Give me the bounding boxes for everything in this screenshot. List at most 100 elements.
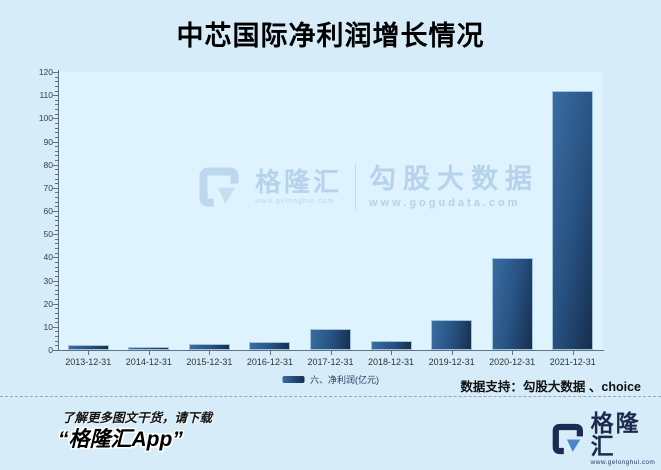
y-axis-minor-tick — [55, 331, 58, 333]
legend-label: 六、净利润(亿元) — [310, 375, 379, 385]
y-axis-minor-tick — [55, 229, 58, 231]
y-axis-minor-tick — [55, 266, 58, 268]
y-axis-major-tick — [53, 164, 58, 166]
y-axis-minor-tick — [55, 299, 58, 301]
y-axis — [58, 70, 59, 351]
y-axis-minor-tick — [55, 275, 58, 277]
y-axis-label: 80 — [43, 159, 53, 170]
y-axis-minor-tick — [55, 150, 58, 152]
y-axis-major-tick — [53, 211, 58, 212]
x-axis-label: 2015-12-31 — [186, 357, 233, 367]
y-axis-label: 100 — [38, 113, 53, 124]
x-axis-tick — [330, 351, 332, 355]
y-axis-minor-tick — [55, 155, 58, 157]
x-axis-tick — [269, 351, 271, 355]
y-axis-minor-tick — [55, 224, 58, 226]
y-axis-label: 50 — [43, 229, 53, 240]
y-axis-label: 70 — [43, 182, 53, 193]
y-axis-minor-tick — [55, 90, 58, 92]
y-axis-minor-tick — [55, 308, 58, 310]
y-axis-minor-tick — [55, 252, 58, 254]
x-axis-tick — [572, 351, 574, 355]
y-axis-major-tick — [53, 257, 58, 259]
y-axis-minor-tick — [55, 169, 58, 171]
y-axis-label: 30 — [43, 275, 53, 286]
logo-brand-text: 格隆汇 — [590, 410, 641, 459]
y-axis-minor-tick — [55, 146, 58, 148]
gelonghui-logo: 格隆汇 www.gelonghui.com — [550, 412, 661, 467]
y-axis-major-tick — [53, 141, 58, 143]
y-axis-minor-tick — [55, 127, 58, 129]
y-axis-major-tick — [53, 72, 58, 73]
y-axis-minor-tick — [55, 109, 58, 111]
y-axis-major-tick — [53, 326, 58, 328]
x-axis-tick — [209, 351, 211, 355]
legend-swatch — [282, 376, 304, 383]
y-axis-minor-tick — [55, 197, 58, 199]
x-axis-label: 2021-12-31 — [549, 357, 596, 367]
legend: 六、净利润(亿元) — [282, 373, 379, 386]
x-axis-label: 2014-12-31 — [125, 357, 172, 367]
bar-2015-12-31 — [188, 343, 230, 350]
y-axis-major-tick — [53, 303, 58, 305]
x-axis-tick — [88, 351, 90, 355]
y-axis-minor-tick — [55, 220, 58, 222]
x-axis-label: 2018-12-31 — [368, 357, 415, 367]
y-axis-minor-tick — [55, 122, 58, 124]
y-axis-minor-tick — [55, 136, 58, 138]
bar-2020-12-31 — [491, 257, 533, 350]
y-axis-minor-tick — [55, 285, 58, 287]
page-title: 中芯国际净利润增长情况 — [176, 21, 485, 51]
y-axis-label: 120 — [38, 67, 53, 77]
y-axis-minor-tick — [55, 312, 58, 314]
y-axis-minor-tick — [55, 160, 58, 162]
y-axis-minor-tick — [55, 76, 58, 78]
y-axis-minor-tick — [55, 336, 58, 338]
y-axis-label: 90 — [43, 136, 53, 147]
bar-2021-12-31 — [552, 90, 594, 350]
y-axis-minor-tick — [55, 104, 58, 106]
y-axis-label: 60 — [43, 206, 53, 216]
bar-2019-12-31 — [431, 320, 473, 350]
x-axis — [58, 350, 604, 351]
bar-2014-12-31 — [128, 347, 170, 350]
y-axis-minor-tick — [55, 132, 58, 134]
y-axis-minor-tick — [55, 183, 58, 185]
y-axis-minor-tick — [55, 201, 58, 203]
x-axis-tick — [391, 351, 393, 355]
y-axis-major-tick — [53, 187, 58, 189]
x-axis-label: 2019-12-31 — [428, 357, 475, 367]
y-axis-minor-tick — [55, 289, 58, 291]
data-support-note: 数据支持：勾股大数据 、choice — [460, 380, 641, 394]
x-axis-tick — [148, 351, 150, 355]
y-axis-label: 10 — [43, 321, 53, 332]
y-axis-major-tick — [53, 350, 58, 351]
bar-2017-12-31 — [310, 328, 351, 350]
bar-2018-12-31 — [370, 340, 412, 350]
bar-2013-12-31 — [67, 344, 109, 350]
y-axis-major-tick — [53, 280, 58, 282]
y-axis-label: 40 — [43, 252, 53, 263]
y-axis-minor-tick — [55, 238, 58, 240]
y-axis-minor-tick — [55, 178, 58, 180]
x-axis-label: 2013-12-31 — [65, 357, 112, 367]
y-axis-minor-tick — [55, 85, 58, 87]
y-axis-label: 0 — [48, 345, 53, 355]
y-axis-minor-tick — [55, 261, 58, 263]
y-axis-minor-tick — [55, 192, 58, 194]
x-axis-label: 2020-12-31 — [489, 357, 536, 367]
y-axis-minor-tick — [55, 340, 58, 342]
dashed-separator — [0, 396, 661, 397]
promo-text-line1: 了解更多图文干货，请下载 — [62, 411, 213, 425]
y-axis-minor-tick — [55, 81, 58, 83]
y-axis-minor-tick — [55, 345, 58, 347]
y-axis-minor-tick — [55, 243, 58, 245]
y-axis-minor-tick — [55, 173, 58, 175]
y-axis-minor-tick — [55, 271, 58, 273]
y-axis-major-tick — [53, 234, 58, 236]
y-axis-minor-tick — [55, 215, 58, 217]
promo-text-line2: “格隆汇App” — [58, 428, 183, 451]
gelonghui-g-icon — [552, 424, 583, 455]
x-axis-tick — [512, 351, 514, 355]
